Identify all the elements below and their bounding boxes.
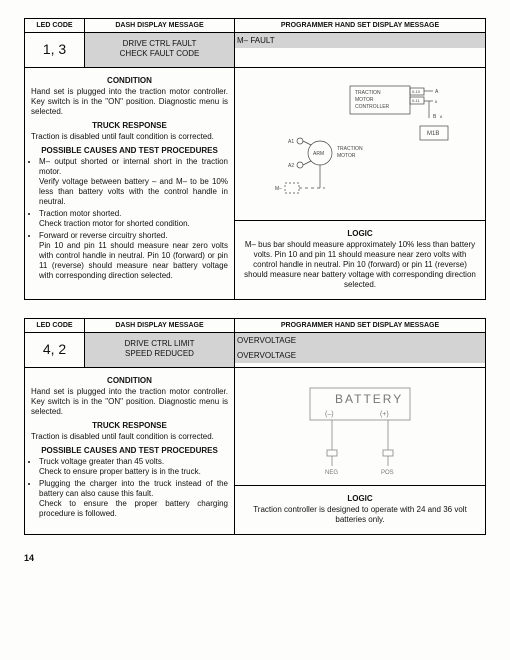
svg-text:MOTOR: MOTOR [337, 153, 356, 159]
condition-text: Hand set is plugged into the traction mo… [31, 387, 228, 417]
header-row: LED CODE 4, 2 DASH DISPLAY MESSAGE DRIVE… [25, 319, 485, 368]
response-text: Traction is disabled until fault conditi… [31, 432, 228, 442]
prog-value-blank [235, 48, 485, 66]
condition-title: CONDITION [31, 376, 228, 385]
led-code-value: 4, 2 [25, 333, 84, 365]
body-row: CONDITION Hand set is plugged into the t… [25, 68, 485, 299]
body-left: CONDITION Hand set is plugged into the t… [25, 68, 235, 299]
causes-list: Truck voltage greater than 45 volts. Che… [31, 457, 228, 519]
body-left: CONDITION Hand set is plugged into the t… [25, 368, 235, 534]
fault-block-2: LED CODE 4, 2 DASH DISPLAY MESSAGE DRIVE… [24, 318, 486, 535]
body-row: CONDITION Hand set is plugged into the t… [25, 368, 485, 534]
svg-text:B: B [433, 114, 437, 120]
dash-value: DRIVE CTRL FAULT CHECK FAULT CODE [85, 33, 234, 67]
svg-text:A2: A2 [288, 163, 294, 169]
led-code-value: 1, 3 [25, 33, 84, 65]
svg-text:POS: POS [381, 470, 394, 476]
header-row: LED CODE 1, 3 DASH DISPLAY MESSAGE DRIVE… [25, 19, 485, 68]
cause-sub: Verify voltage between battery – and M– … [39, 177, 228, 206]
prog-value-top: OVERVOLTAGE [235, 333, 485, 348]
cause-sub: Check traction motor for shorted conditi… [39, 219, 190, 228]
cause-text: Truck voltage greater than 45 volts. [39, 457, 164, 466]
cause-item: Truck voltage greater than 45 volts. Che… [39, 457, 228, 477]
dash-label: DASH DISPLAY MESSAGE [85, 319, 234, 333]
dash-line1: DRIVE CTRL FAULT [87, 39, 232, 49]
cause-text: Forward or reverse circuitry shorted. [39, 231, 167, 240]
svg-text:M–: M– [275, 186, 282, 192]
causes-list: M– output shorted or internal short in t… [31, 157, 228, 281]
led-code-cell: LED CODE 1, 3 [25, 19, 85, 67]
prog-cell: PROGRAMMER HAND SET DISPLAY MESSAGE M– F… [235, 19, 485, 67]
body-right: TRACTION MOTOR CONTROLLER 0-10 0-11 A 6 … [235, 68, 485, 299]
led-code-label: LED CODE [25, 19, 84, 33]
prog-label: PROGRAMMER HAND SET DISPLAY MESSAGE [235, 19, 485, 33]
svg-text:TRACTION: TRACTION [355, 90, 381, 96]
condition-title: CONDITION [31, 76, 228, 85]
led-code-cell: LED CODE 4, 2 [25, 319, 85, 367]
page-number: 14 [24, 553, 486, 563]
response-title: TRUCK RESPONSE [31, 421, 228, 430]
svg-text:TRACTION: TRACTION [337, 146, 363, 152]
logic-text: M– bus bar should measure approximately … [241, 240, 479, 290]
svg-text:MOTOR: MOTOR [355, 97, 374, 103]
cause-item: Plugging the charger into the truck inst… [39, 479, 228, 519]
logic-title: LOGIC [241, 229, 479, 238]
svg-text:0-11: 0-11 [412, 98, 420, 103]
svg-text:6: 6 [435, 99, 438, 104]
cause-item: Forward or reverse circuitry shorted. Pi… [39, 231, 228, 281]
dash-line1: DRIVE CTRL LIMIT [87, 339, 232, 349]
dash-cell: DASH DISPLAY MESSAGE DRIVE CTRL FAULT CH… [85, 19, 235, 67]
svg-text:M1B: M1B [427, 131, 439, 137]
fault-block-1: LED CODE 1, 3 DASH DISPLAY MESSAGE DRIVE… [24, 18, 486, 300]
condition-text: Hand set is plugged into the traction mo… [31, 87, 228, 117]
svg-text:BATTERY: BATTERY [335, 392, 403, 406]
svg-text:A: A [435, 89, 439, 95]
svg-text:NEG: NEG [325, 470, 338, 476]
svg-text:ARM: ARM [313, 151, 324, 157]
response-text: Traction is disabled until fault conditi… [31, 132, 228, 142]
cause-text: Traction motor shorted. [39, 209, 121, 218]
logic-title: LOGIC [241, 494, 479, 503]
logic-section: LOGIC Traction controller is designed to… [235, 485, 485, 534]
dash-cell: DASH DISPLAY MESSAGE DRIVE CTRL LIMIT SP… [85, 319, 235, 367]
cause-item: Traction motor shorted. Check traction m… [39, 209, 228, 229]
prog-value: M– FAULT [235, 33, 485, 48]
svg-text:A1: A1 [288, 139, 294, 145]
cause-text: Plugging the charger into the truck inst… [39, 479, 228, 498]
cause-sub: Check to ensure the proper battery charg… [39, 499, 228, 518]
svg-text:0-10: 0-10 [412, 89, 421, 94]
logic-text: Traction controller is designed to opera… [241, 505, 479, 525]
prog-value-bot: OVERVOLTAGE [235, 348, 485, 363]
cause-text: M– output shorted or internal short in t… [39, 157, 228, 176]
cause-sub: Check to ensure proper battery is in the… [39, 467, 201, 476]
svg-text:(+): (+) [380, 411, 389, 418]
svg-text:(–): (–) [325, 411, 334, 418]
prog-cell: PROGRAMMER HAND SET DISPLAY MESSAGE OVER… [235, 319, 485, 367]
causes-title: POSSIBLE CAUSES AND TEST PROCEDURES [31, 146, 228, 155]
prog-label: PROGRAMMER HAND SET DISPLAY MESSAGE [235, 319, 485, 333]
dash-line2: CHECK FAULT CODE [87, 49, 232, 59]
led-code-label: LED CODE [25, 319, 84, 333]
cause-sub: Pin 10 and pin 11 should measure near ze… [39, 241, 228, 280]
dash-value: DRIVE CTRL LIMIT SPEED REDUCED [85, 333, 234, 367]
causes-title: POSSIBLE CAUSES AND TEST PROCEDURES [31, 446, 228, 455]
body-right: BATTERY (–) (+) NEG POS LOGIC Traction c… [235, 368, 485, 534]
dash-line2: SPEED REDUCED [87, 349, 232, 359]
battery-diagram: BATTERY (–) (+) NEG POS [285, 378, 435, 483]
svg-text:6: 6 [440, 114, 443, 119]
logic-section: LOGIC M– bus bar should measure approxim… [235, 220, 485, 299]
svg-text:CONTROLLER: CONTROLLER [355, 104, 390, 110]
traction-diagram: TRACTION MOTOR CONTROLLER 0-10 0-11 A 6 … [255, 78, 465, 218]
response-title: TRUCK RESPONSE [31, 121, 228, 130]
cause-item: M– output shorted or internal short in t… [39, 157, 228, 207]
dash-label: DASH DISPLAY MESSAGE [85, 19, 234, 33]
